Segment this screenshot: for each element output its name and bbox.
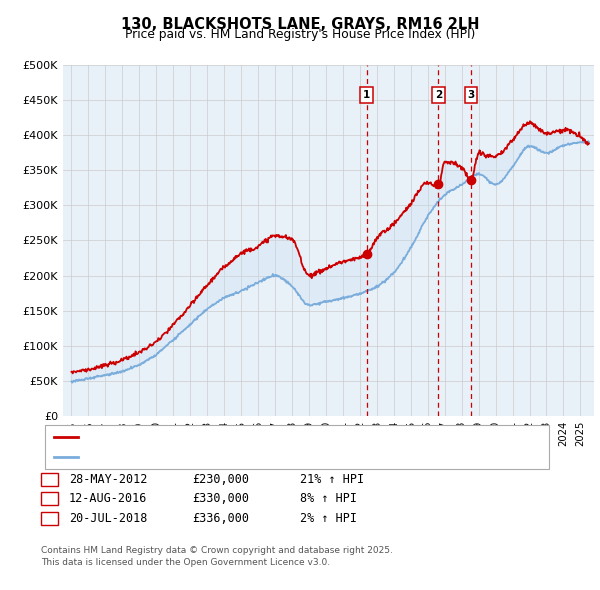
Text: 130, BLACKSHOTS LANE, GRAYS, RM16 2LH: 130, BLACKSHOTS LANE, GRAYS, RM16 2LH	[121, 17, 479, 31]
Bar	[432, 87, 445, 103]
Text: 3: 3	[467, 90, 475, 100]
Text: 28-MAY-2012: 28-MAY-2012	[69, 473, 148, 486]
Text: 130, BLACKSHOTS LANE, GRAYS, RM16 2LH (semi-detached house): 130, BLACKSHOTS LANE, GRAYS, RM16 2LH (s…	[83, 432, 433, 442]
Text: 1: 1	[363, 90, 370, 100]
Text: 1: 1	[46, 474, 53, 484]
Text: £336,000: £336,000	[192, 512, 249, 525]
Text: £330,000: £330,000	[192, 492, 249, 505]
Text: 2: 2	[46, 494, 53, 503]
Text: HPI: Average price, semi-detached house, Thurrock: HPI: Average price, semi-detached house,…	[83, 452, 350, 461]
Text: 2% ↑ HPI: 2% ↑ HPI	[300, 512, 357, 525]
Text: 21% ↑ HPI: 21% ↑ HPI	[300, 473, 364, 486]
Bar	[361, 87, 373, 103]
Bar	[464, 87, 478, 103]
Text: £230,000: £230,000	[192, 473, 249, 486]
Text: 8% ↑ HPI: 8% ↑ HPI	[300, 492, 357, 505]
Text: Contains HM Land Registry data © Crown copyright and database right 2025.
This d: Contains HM Land Registry data © Crown c…	[41, 546, 392, 566]
Text: 3: 3	[46, 513, 53, 523]
Text: 12-AUG-2016: 12-AUG-2016	[69, 492, 148, 505]
Text: 20-JUL-2018: 20-JUL-2018	[69, 512, 148, 525]
Text: 2: 2	[434, 90, 442, 100]
Text: Price paid vs. HM Land Registry's House Price Index (HPI): Price paid vs. HM Land Registry's House …	[125, 28, 475, 41]
